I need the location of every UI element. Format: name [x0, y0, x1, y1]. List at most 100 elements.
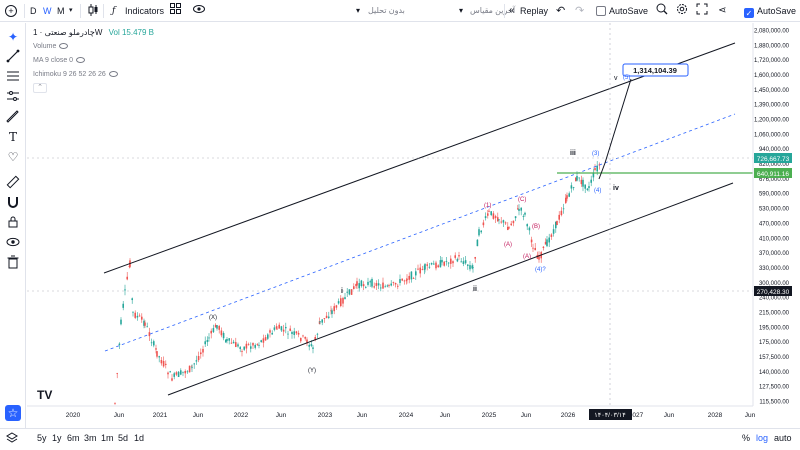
- interval-m-button[interactable]: M: [57, 6, 65, 16]
- price-axis-label: 1,200,000.00: [754, 118, 790, 124]
- range-1y-button[interactable]: 1y: [52, 433, 62, 443]
- candle-body: [275, 326, 278, 329]
- lock-icon[interactable]: [5, 215, 21, 231]
- pattern-icon[interactable]: [5, 89, 21, 105]
- heart-icon[interactable]: ♡: [7, 150, 19, 164]
- chart-pane[interactable]: 1,314,104.39 v (5) iii (3) (4) iv (1) (C…: [27, 23, 800, 428]
- channel-middle-dashed-line[interactable]: [104, 113, 736, 352]
- candle-body: [377, 283, 380, 286]
- candle-body: [230, 342, 233, 344]
- range-1m-button[interactable]: 1m: [101, 433, 114, 443]
- plus-circle-icon[interactable]: +: [5, 3, 17, 19]
- redo-icon[interactable]: ↷: [575, 5, 585, 17]
- candle-body: [282, 329, 285, 332]
- candle-body: [500, 221, 502, 223]
- last-scale-label[interactable]: آخرین مقیاس: [470, 6, 516, 15]
- interval-d-button[interactable]: D: [30, 6, 37, 16]
- candle-body: [490, 211, 492, 216]
- autosave-toggle[interactable]: AutoSave: [596, 3, 648, 19]
- candle-body: [291, 331, 293, 335]
- replay-button[interactable]: Replay: [520, 6, 549, 16]
- undo-icon[interactable]: ↶: [556, 5, 566, 17]
- ichimoku-visibility-eye-icon[interactable]: [108, 71, 118, 77]
- candle-body: [371, 279, 373, 287]
- save-dropdown-chevron-icon[interactable]: ▾: [356, 6, 361, 15]
- candles-icon[interactable]: [88, 3, 98, 19]
- fullscreen-icon[interactable]: [696, 3, 708, 19]
- legend-title-row[interactable]: چادرملو صنعتی · 1W Vol 15.479 B: [33, 28, 154, 37]
- crosshair-icon[interactable]: ✦: [7, 30, 19, 44]
- price-axis[interactable]: 2,080,000.00 1,880,000.00 1,720,000.00 1,60…: [752, 23, 790, 406]
- projection-path[interactable]: [598, 78, 632, 180]
- candle-body: [222, 332, 225, 339]
- trend-line-icon[interactable]: [5, 49, 21, 65]
- candle-body: [464, 260, 467, 264]
- candle-body: [247, 344, 250, 346]
- chevron-up-icon[interactable]: ⌃: [33, 83, 47, 93]
- interval-dropdown-chevron-icon[interactable]: ▾: [69, 7, 73, 14]
- toolbar-divider: [103, 4, 104, 18]
- candle-body: [158, 356, 160, 358]
- channel-lower-line[interactable]: [167, 182, 734, 396]
- candle-body: [397, 285, 399, 287]
- range-1d-button[interactable]: 1d: [134, 433, 145, 443]
- candle-body: [330, 310, 332, 312]
- autosave-checkbox[interactable]: [596, 6, 606, 16]
- target-label-box[interactable]: [622, 63, 689, 77]
- legend-volume-label: Volume: [33, 43, 57, 50]
- candle-body: [337, 301, 340, 304]
- range-5d-button[interactable]: 5d: [118, 433, 129, 443]
- indicators-button[interactable]: Indicators: [125, 6, 165, 16]
- magnet-icon[interactable]: [5, 195, 21, 211]
- range-5y-button[interactable]: 5y: [37, 433, 47, 443]
- interval-w-button[interactable]: W: [43, 6, 52, 16]
- ma-visibility-eye-icon[interactable]: [76, 57, 86, 63]
- eye-icon[interactable]: [193, 3, 205, 19]
- auto-scale-button[interactable]: auto: [774, 433, 792, 443]
- legend-ichimoku-row[interactable]: Ichimoku 9 26 52 26 26: [33, 70, 118, 79]
- layers-icon[interactable]: [6, 432, 18, 446]
- fib-icon[interactable]: [5, 69, 21, 85]
- trash-icon[interactable]: [5, 255, 21, 271]
- analysis-name-label[interactable]: بدون تحلیل: [368, 6, 405, 15]
- candle-body: [403, 280, 406, 282]
- share-icon[interactable]: ⋖: [718, 5, 727, 16]
- range-6m-button[interactable]: 6m: [67, 433, 80, 443]
- current-price-tag-bg: [754, 153, 792, 163]
- search-icon[interactable]: [656, 3, 668, 19]
- candle-body: [565, 197, 567, 203]
- brush-icon[interactable]: [5, 109, 21, 125]
- range-3m-button[interactable]: 3m: [84, 433, 97, 443]
- ruler-icon[interactable]: [5, 175, 21, 191]
- log-scale-button[interactable]: log: [756, 433, 769, 443]
- percent-scale-button[interactable]: %: [742, 433, 751, 443]
- legend-volume-row[interactable]: Volume: [33, 42, 69, 51]
- replay-icon[interactable]: «: [509, 5, 515, 16]
- price-axis-label: 470,000.00: [759, 221, 790, 227]
- candle-body: [550, 234, 553, 237]
- star-icon[interactable]: ☆: [5, 405, 21, 421]
- right-autosave-checkbox[interactable]: ✓: [744, 8, 754, 18]
- candle-body: [488, 210, 490, 212]
- price-axis-label: 140,000.00: [759, 370, 790, 376]
- price-chart[interactable]: 1,314,104.39 v (5) iii (3) (4) iv (1) (C…: [27, 23, 800, 428]
- candle-body: [138, 315, 141, 317]
- grid-icon[interactable]: [170, 3, 181, 19]
- right-autosave-toggle[interactable]: ✓ AutoSave: [744, 3, 796, 19]
- eye-icon[interactable]: [5, 235, 21, 251]
- legend-ma-row[interactable]: MA 9 close 0: [33, 56, 86, 65]
- candle-body: [206, 339, 209, 343]
- candle-body: [287, 333, 289, 335]
- candle-body: [590, 179, 592, 183]
- wave-label-b: (B): [532, 224, 540, 230]
- candle-body: [316, 333, 319, 335]
- price-axis-label: 1,720,000.00: [754, 58, 790, 64]
- text-icon[interactable]: T: [8, 130, 17, 144]
- candle-body: [522, 215, 525, 217]
- layout-dropdown-chevron-icon[interactable]: ▾: [459, 6, 464, 15]
- gear-icon[interactable]: [676, 3, 688, 19]
- candle-body: [116, 373, 118, 375]
- indicators-fx-icon[interactable]: ƒ: [112, 6, 116, 16]
- time-axis[interactable]: 2020 Jun 2021 Jun 2022 Jun 2023 Jun 2024 Jun 2025 J…: [66, 412, 756, 419]
- volume-visibility-eye-icon[interactable]: [59, 43, 69, 49]
